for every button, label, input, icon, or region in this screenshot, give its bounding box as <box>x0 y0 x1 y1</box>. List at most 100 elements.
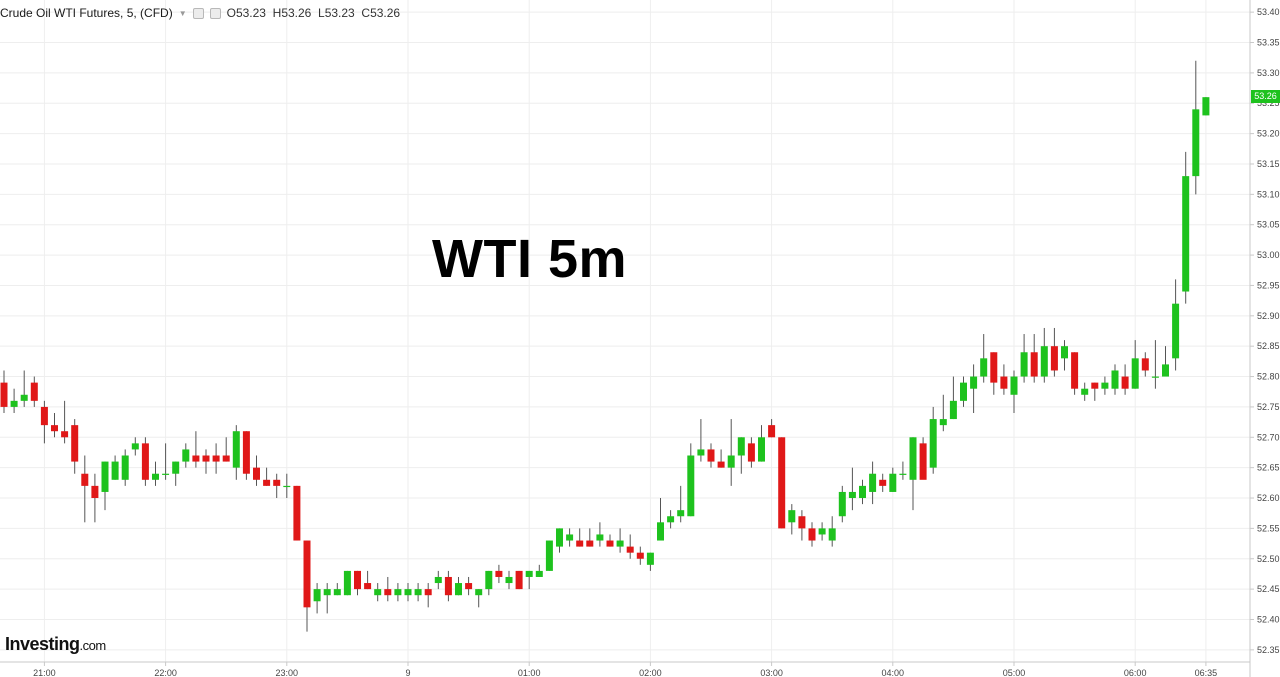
candle[interactable] <box>364 570 372 590</box>
candle[interactable] <box>697 419 705 462</box>
candle[interactable] <box>222 437 230 462</box>
candle[interactable] <box>1030 334 1038 383</box>
candle[interactable] <box>586 528 594 547</box>
candle[interactable] <box>434 570 442 590</box>
candle[interactable] <box>162 443 170 480</box>
candle[interactable] <box>717 449 725 468</box>
candle[interactable] <box>687 443 695 517</box>
candle[interactable] <box>1040 327 1048 383</box>
candle[interactable] <box>1141 352 1149 377</box>
candle[interactable] <box>1192 60 1200 195</box>
symbol-title[interactable]: Crude Oil WTI Futures, 5, (CFD) <box>0 6 173 20</box>
candle[interactable] <box>859 479 866 505</box>
candle[interactable] <box>253 455 260 486</box>
candle[interactable] <box>303 540 311 632</box>
candle[interactable] <box>444 570 452 602</box>
candle[interactable] <box>980 334 988 383</box>
candle[interactable] <box>909 437 917 511</box>
candle[interactable] <box>424 583 432 608</box>
candle[interactable] <box>727 419 735 486</box>
candle[interactable] <box>394 583 402 602</box>
candle[interactable] <box>960 376 967 407</box>
candle[interactable] <box>91 473 99 523</box>
candle[interactable] <box>1061 340 1068 371</box>
candle[interactable] <box>354 570 361 596</box>
candle[interactable] <box>1101 376 1109 395</box>
candle[interactable] <box>404 583 412 602</box>
price-axis[interactable]: 53.40 53.35 53.30 53.25 53.20 53.15 53.10 53.05… <box>1250 7 1280 655</box>
candle[interactable] <box>1111 364 1119 395</box>
candle[interactable] <box>1162 346 1169 377</box>
candle[interactable] <box>10 388 18 413</box>
candle[interactable] <box>566 528 574 547</box>
candle[interactable] <box>596 522 604 547</box>
candle[interactable] <box>525 570 533 590</box>
candle[interactable] <box>495 564 503 584</box>
candle[interactable] <box>535 564 543 577</box>
candle[interactable] <box>0 370 8 413</box>
candle[interactable] <box>970 364 978 413</box>
candle[interactable] <box>818 522 826 541</box>
time-axis[interactable]: 21:00 22:00 23:00 9 01:00 02:00 03:00 04:00 05:0… <box>33 662 1217 677</box>
candle[interactable] <box>152 461 159 486</box>
candle[interactable] <box>101 461 109 511</box>
candle[interactable] <box>556 528 563 553</box>
candle[interactable] <box>333 583 341 596</box>
candle[interactable] <box>899 461 907 480</box>
candle[interactable] <box>172 461 180 486</box>
candle[interactable] <box>990 352 998 395</box>
candle[interactable] <box>657 498 664 541</box>
candle[interactable] <box>707 443 715 468</box>
candle[interactable] <box>273 473 281 499</box>
candle[interactable] <box>778 437 786 529</box>
candle[interactable] <box>747 437 755 468</box>
candle[interactable] <box>192 431 200 468</box>
candle[interactable] <box>1071 352 1079 395</box>
candle[interactable] <box>242 431 250 480</box>
settings-icon[interactable] <box>192 7 204 19</box>
candle[interactable] <box>1010 370 1018 413</box>
candle[interactable] <box>545 540 553 571</box>
candle[interactable] <box>848 467 856 511</box>
candle[interactable] <box>1131 340 1139 389</box>
candle[interactable] <box>232 425 240 480</box>
candle[interactable] <box>949 376 957 420</box>
candle[interactable] <box>121 449 129 486</box>
candle[interactable] <box>263 467 271 486</box>
candle[interactable] <box>81 455 89 523</box>
candle[interactable] <box>646 552 654 571</box>
candle[interactable] <box>505 570 513 590</box>
candle[interactable] <box>384 576 392 602</box>
candle[interactable] <box>141 437 149 486</box>
candle[interactable] <box>1091 382 1099 401</box>
chevron-down-icon[interactable]: ▼ <box>178 8 187 18</box>
candle[interactable] <box>475 589 483 608</box>
candle[interactable] <box>61 400 69 444</box>
candle[interactable] <box>758 425 765 462</box>
candle[interactable] <box>939 394 947 432</box>
candle[interactable] <box>1151 340 1159 389</box>
candle[interactable] <box>515 570 523 590</box>
candle[interactable] <box>1050 327 1058 377</box>
candle[interactable] <box>30 376 38 407</box>
candle[interactable] <box>212 443 220 474</box>
candle[interactable] <box>1020 334 1028 383</box>
candle[interactable] <box>737 437 745 474</box>
candle[interactable] <box>838 485 846 523</box>
candle[interactable] <box>1182 151 1190 304</box>
candle[interactable] <box>606 534 614 547</box>
candle[interactable] <box>667 510 675 529</box>
candle[interactable] <box>71 419 79 474</box>
candle[interactable] <box>485 570 493 596</box>
candle[interactable] <box>414 583 422 602</box>
candle[interactable] <box>1000 364 1008 395</box>
candle[interactable] <box>202 449 210 474</box>
candle[interactable] <box>455 576 462 596</box>
candle[interactable] <box>1202 97 1210 116</box>
candle[interactable] <box>131 437 139 456</box>
candle[interactable] <box>788 504 796 535</box>
candle[interactable] <box>677 485 685 523</box>
candle[interactable] <box>374 583 382 602</box>
candle[interactable] <box>313 583 321 614</box>
candle[interactable] <box>1172 279 1180 371</box>
